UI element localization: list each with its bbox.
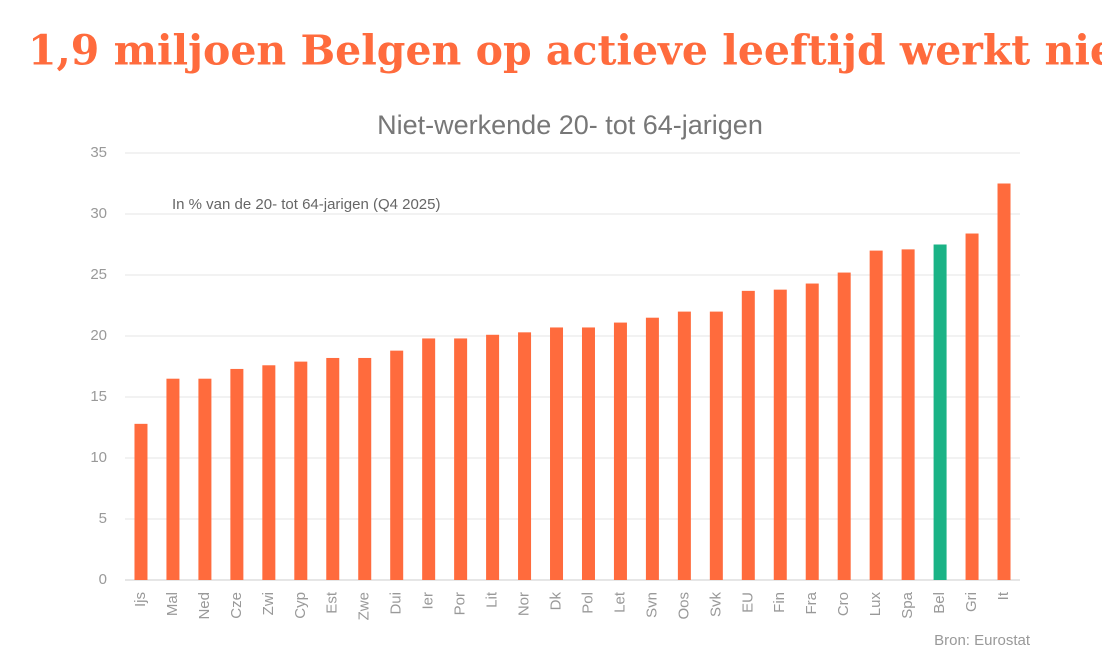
x-tick-label: Zwi (260, 592, 277, 615)
x-tick-label: Nor (516, 592, 533, 616)
bar (486, 334, 500, 580)
x-tick-label: Mal (164, 592, 181, 616)
chart-subtitle: Niet-werkende 20- tot 64-jarigen (377, 110, 763, 140)
x-tick-label: Ijs (132, 592, 149, 607)
bar (901, 249, 915, 580)
y-tick-label: 20 (90, 327, 107, 344)
x-tick-label: Lux (867, 592, 884, 617)
bar (613, 322, 627, 580)
chart-title: 1,9 miljoen Belgen op actieve leeftijd w… (28, 27, 1102, 75)
bar (997, 183, 1011, 580)
x-tick-label: Svn (643, 592, 660, 618)
bar (230, 368, 244, 580)
y-tick-label: 15 (90, 388, 107, 405)
bar (294, 361, 308, 580)
bar (262, 365, 276, 580)
x-tick-label: Gri (963, 592, 980, 612)
x-tick-label: Fin (771, 592, 788, 613)
bar (166, 378, 180, 580)
bar (805, 283, 819, 580)
bar (358, 357, 372, 580)
bar (741, 290, 755, 580)
bar (134, 423, 148, 580)
bar (709, 311, 723, 580)
x-tick-label: It (995, 591, 1012, 600)
y-tick-label: 0 (99, 571, 107, 588)
y-tick-label: 30 (90, 205, 107, 222)
x-tick-label: Ned (196, 592, 213, 620)
y-tick-label: 5 (99, 510, 107, 527)
x-tick-label: Cyp (292, 592, 309, 619)
bar (550, 327, 564, 580)
bar (869, 250, 883, 580)
x-tick-label: Cze (228, 592, 245, 619)
bar (645, 317, 659, 580)
bar (773, 289, 787, 580)
bar (837, 272, 851, 580)
y-tick-label: 10 (90, 449, 107, 466)
source: Bron: Eurostat (934, 632, 1031, 649)
x-tick-label: Cro (835, 592, 852, 616)
x-tick-label: Svk (707, 592, 724, 618)
bar (965, 233, 979, 580)
x-tick-label: Ier (420, 592, 437, 610)
x-tick-label: Dk (547, 592, 564, 611)
bar (422, 338, 436, 580)
x-tick-label: Por (452, 592, 469, 615)
x-tick-label: Dui (388, 592, 405, 615)
bar (454, 338, 468, 580)
bar (677, 311, 691, 580)
x-tick-label: Est (324, 591, 341, 614)
x-tick-label: Spa (899, 591, 916, 618)
bar (518, 332, 532, 580)
x-tick-label: Bel (931, 592, 948, 614)
x-tick-label: Let (611, 591, 628, 613)
bar (390, 350, 404, 580)
x-tick-label: Lit (484, 591, 501, 608)
x-tick-label: Oos (675, 592, 692, 620)
x-tick-label: Fra (803, 591, 820, 614)
bar (933, 244, 947, 580)
x-tick-label: Pol (579, 592, 596, 614)
bar (581, 327, 595, 580)
bar (198, 378, 212, 580)
y-tick-label: 35 (90, 144, 107, 161)
y-tick-label: 25 (90, 266, 107, 283)
x-tick-label: EU (739, 592, 756, 613)
x-tick-label: Zwe (356, 592, 373, 620)
bar (326, 357, 340, 580)
annotation: In % van de 20- tot 64-jarigen (Q4 2025) (172, 196, 441, 213)
